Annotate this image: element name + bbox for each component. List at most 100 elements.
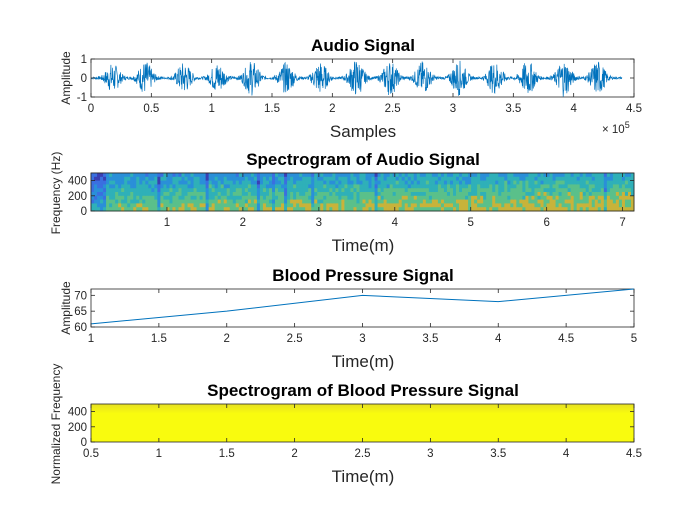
spectrogram-cell bbox=[100, 203, 104, 208]
spectrogram-cell bbox=[513, 188, 517, 193]
spectrogram-cell bbox=[546, 207, 550, 212]
spectrogram-cell bbox=[459, 188, 463, 193]
spectrogram-cell bbox=[489, 199, 493, 204]
spectrogram-cell bbox=[284, 184, 288, 189]
spectrogram-cell bbox=[317, 195, 321, 200]
spectrogram-cell bbox=[106, 188, 110, 193]
spectrogram-cell bbox=[558, 188, 562, 193]
spectrogram-cell bbox=[350, 184, 354, 189]
spectrogram-cell bbox=[293, 199, 297, 204]
spectrogram-cell bbox=[284, 176, 288, 181]
spectrogram-cell bbox=[543, 173, 547, 178]
spectrogram-cell bbox=[244, 203, 249, 208]
spectrogram-cell bbox=[235, 180, 240, 185]
spectrogram-cell bbox=[371, 176, 375, 181]
spectrogram-cell bbox=[121, 199, 125, 204]
spectrogram-cell bbox=[498, 176, 502, 181]
spectrogram-cell bbox=[612, 180, 617, 185]
spectrogram-cell bbox=[573, 195, 578, 200]
spectrogram-cell bbox=[446, 207, 451, 212]
spectrogram-cell bbox=[576, 176, 581, 181]
spectrogram-cell bbox=[618, 207, 623, 212]
spectrogram-cell bbox=[615, 192, 620, 197]
spectrogram-cell bbox=[525, 188, 529, 193]
spectrogram-cell bbox=[459, 203, 463, 208]
spectrogram-cell bbox=[434, 192, 439, 197]
spectrogram-cell bbox=[404, 203, 409, 208]
spectrogram-cell bbox=[112, 207, 116, 212]
spectrogram-cell bbox=[543, 207, 547, 212]
spectrogram-cell bbox=[262, 173, 267, 178]
spectrogram-cell bbox=[465, 207, 469, 212]
spectrogram-cell bbox=[477, 207, 481, 212]
spectrogram-cell bbox=[501, 203, 505, 208]
spectrogram-cell bbox=[504, 207, 508, 212]
spectrogram-cell bbox=[160, 203, 164, 208]
spectrogram-cell bbox=[214, 173, 219, 178]
spectrogram-cell bbox=[320, 195, 324, 200]
spectrogram-cell bbox=[419, 176, 424, 181]
spectrogram-cell bbox=[94, 180, 98, 185]
spectrogram-cell bbox=[368, 203, 372, 208]
spectrogram-cell bbox=[211, 180, 216, 185]
spectrogram-cell bbox=[513, 173, 517, 178]
spectrogram-cell bbox=[136, 176, 140, 181]
spectrogram-cell bbox=[133, 184, 137, 189]
spectrogram-cell bbox=[440, 195, 445, 200]
audio-spec-x-tick-label: 5 bbox=[468, 217, 474, 229]
spectrogram-cell bbox=[546, 195, 550, 200]
spectrogram-cell bbox=[202, 173, 207, 178]
spectrogram-cell bbox=[401, 180, 406, 185]
spectrogram-cell bbox=[130, 184, 134, 189]
spectrogram-cell bbox=[582, 195, 587, 200]
spectrogram-cell bbox=[166, 173, 170, 178]
spectrogram-cell bbox=[335, 192, 339, 197]
spectrogram-cell bbox=[486, 188, 490, 193]
spectrogram-cell bbox=[425, 195, 430, 200]
bp-x-tick-label: 4 bbox=[495, 333, 502, 345]
spectrogram-cell bbox=[265, 192, 270, 197]
spectrogram-cell bbox=[335, 184, 339, 189]
audio-spec-y-label: Frequency (Hz) bbox=[49, 152, 63, 235]
spectrogram-cell bbox=[389, 176, 394, 181]
spectrogram-cell bbox=[256, 173, 261, 178]
spectrogram-cell bbox=[594, 173, 599, 178]
spectrogram-cell bbox=[486, 199, 490, 204]
spectrogram-cell bbox=[91, 176, 95, 181]
spectrogram-cell bbox=[175, 203, 179, 208]
spectrogram-cell bbox=[513, 184, 517, 189]
spectrogram-cell bbox=[564, 176, 569, 181]
bp-x-tick-label: 1 bbox=[88, 333, 94, 345]
spectrogram-cell bbox=[377, 195, 381, 200]
spectrogram-cell bbox=[127, 192, 131, 197]
spectrogram-cell bbox=[552, 180, 556, 185]
spectrogram-cell bbox=[220, 207, 225, 212]
audio-subplot: Audio Signal 0 0.5 1 1.5 2 2.5 3 3.5 4 4.5 -101 S… bbox=[59, 36, 642, 141]
spectrogram-cell bbox=[374, 203, 378, 208]
spectrogram-cell bbox=[226, 180, 231, 185]
spectrogram-cell bbox=[395, 203, 400, 208]
spectrogram-cell bbox=[615, 184, 620, 189]
spectrogram-cell bbox=[585, 184, 590, 189]
spectrogram-cell bbox=[528, 203, 532, 208]
bp-spectrogram-image bbox=[91, 404, 634, 442]
spectrogram-cell bbox=[371, 195, 375, 200]
spectrogram-cell bbox=[425, 203, 430, 208]
spectrogram-cell bbox=[564, 180, 569, 185]
spectrogram-cell bbox=[223, 195, 228, 200]
spectrogram-cell bbox=[480, 173, 484, 178]
spectrogram-cell bbox=[100, 207, 104, 212]
spectrogram-cell bbox=[142, 184, 146, 189]
audio-x-tick-label: 0.5 bbox=[143, 103, 159, 115]
spectrogram-cell bbox=[588, 199, 593, 204]
spectrogram-cell bbox=[151, 173, 155, 178]
spectrogram-cell bbox=[332, 199, 336, 204]
spectrogram-cell bbox=[244, 195, 249, 200]
spectrogram-cell bbox=[190, 203, 194, 208]
spectrogram-cell bbox=[350, 192, 354, 197]
spectrogram-cell bbox=[166, 195, 170, 200]
spectrogram-cell bbox=[160, 180, 164, 185]
spectrogram-cell bbox=[465, 199, 469, 204]
spectrogram-cell bbox=[326, 192, 330, 197]
spectrogram-cell bbox=[407, 207, 412, 212]
